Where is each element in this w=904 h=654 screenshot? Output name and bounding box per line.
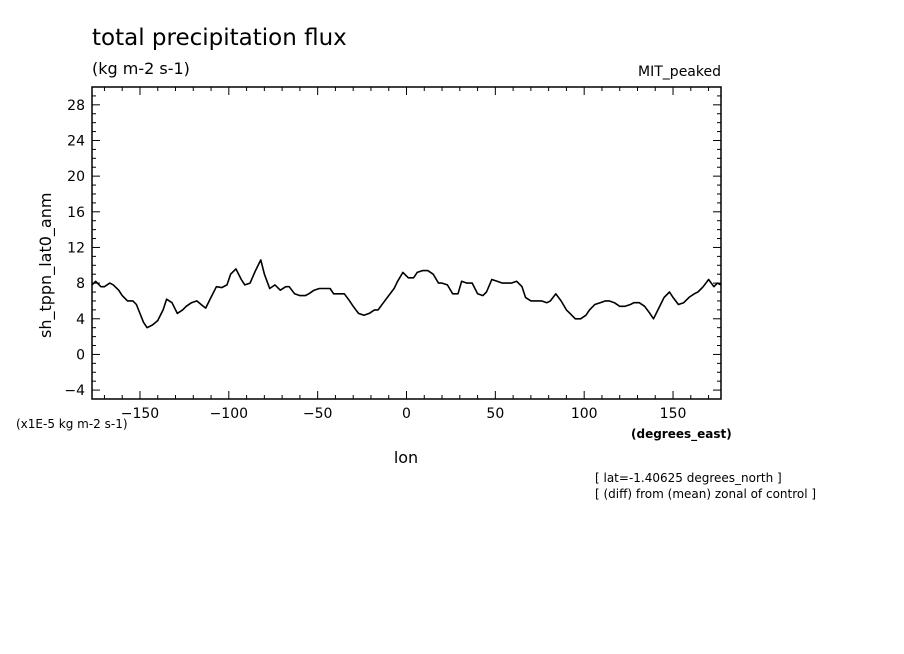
y-tick-label: 12 xyxy=(67,240,85,256)
x-tick-label: 150 xyxy=(660,406,687,422)
chart-units: (kg m-2 s-1) xyxy=(92,59,190,78)
y-axis: −4 0 4 8 12 16 20 24 28 xyxy=(64,86,721,400)
x-axis: −150 −100 −50 0 50 100 150 xyxy=(103,87,710,422)
x-axis-label: lon xyxy=(394,448,418,467)
y-tick-label: 16 xyxy=(67,205,85,221)
x-tick-label: 100 xyxy=(571,406,598,422)
y-tick-label: 8 xyxy=(76,276,85,292)
series-line xyxy=(91,259,722,329)
x-tick-label: 50 xyxy=(486,406,504,422)
y-axis-label: sh_tppn_lat0_anm xyxy=(36,193,56,338)
y-tick-label: 28 xyxy=(67,98,85,114)
y-scale-note: (x1E-5 kg m-2 s-1) xyxy=(16,417,128,431)
y-tick-label: 24 xyxy=(67,133,85,149)
y-tick-label: 4 xyxy=(76,312,85,328)
lat-note: [ lat=-1.40625 degrees_north ] xyxy=(595,471,782,485)
diff-note: [ (diff) from (mean) zonal of control ] xyxy=(595,487,816,501)
x-axis-units: (degrees_east) xyxy=(631,427,732,442)
y-tick-label: 20 xyxy=(67,169,85,185)
plot-frame xyxy=(91,86,722,400)
y-tick-label: −4 xyxy=(64,383,85,399)
x-tick-label: −150 xyxy=(121,406,159,422)
model-name: MIT_peaked xyxy=(638,64,721,80)
chart-title: total precipitation flux xyxy=(92,25,347,51)
x-tick-label: −50 xyxy=(303,406,333,422)
y-tick-label: 0 xyxy=(76,347,85,363)
x-tick-label: −100 xyxy=(210,406,248,422)
x-tick-label: 0 xyxy=(402,406,411,422)
